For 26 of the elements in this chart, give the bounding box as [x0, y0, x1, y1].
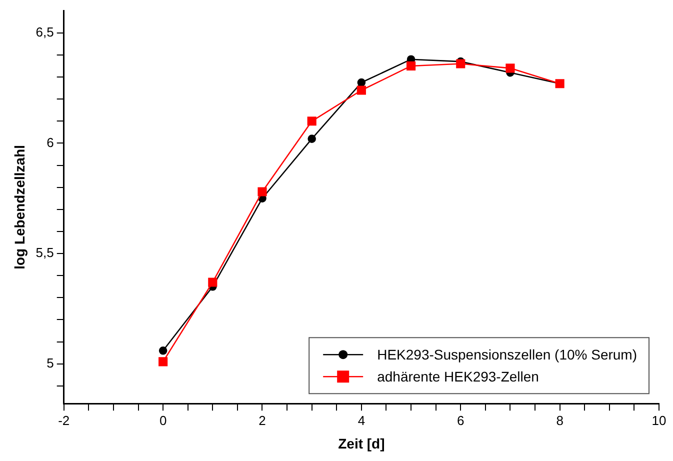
- point: [158, 346, 168, 355]
- point: [258, 187, 267, 196]
- point: [208, 278, 218, 287]
- x-tick-label: 4: [358, 412, 366, 428]
- y-tick-label: 6,5: [36, 24, 54, 40]
- x-tick-label: 0: [159, 412, 167, 428]
- x-tick-label: 10: [652, 412, 666, 428]
- y-tick-label: 5,5: [36, 245, 54, 260]
- point: [158, 357, 168, 366]
- x-tick-label: 6: [457, 412, 464, 428]
- point: [357, 78, 366, 87]
- point: [456, 59, 466, 68]
- y-tick-label: 5: [46, 355, 54, 370]
- y-axis-title: log Lebendzellzahl: [11, 144, 28, 270]
- point: [406, 61, 416, 71]
- legend-label: HEK293-Suspensionszellen (10% Serum): [377, 346, 638, 362]
- point: [307, 116, 316, 126]
- point: [506, 64, 515, 73]
- point: [356, 86, 366, 95]
- y-tick-label: 6: [46, 134, 54, 150]
- legend-label: adhärente HEK293-Zellen: [377, 368, 539, 384]
- point: [308, 134, 316, 143]
- x-tick-label: 8: [556, 412, 564, 428]
- x-tick-label: -2: [58, 412, 70, 428]
- x-tick-label: 2: [258, 412, 266, 428]
- x-axis-title: Zeit [d]: [338, 435, 385, 452]
